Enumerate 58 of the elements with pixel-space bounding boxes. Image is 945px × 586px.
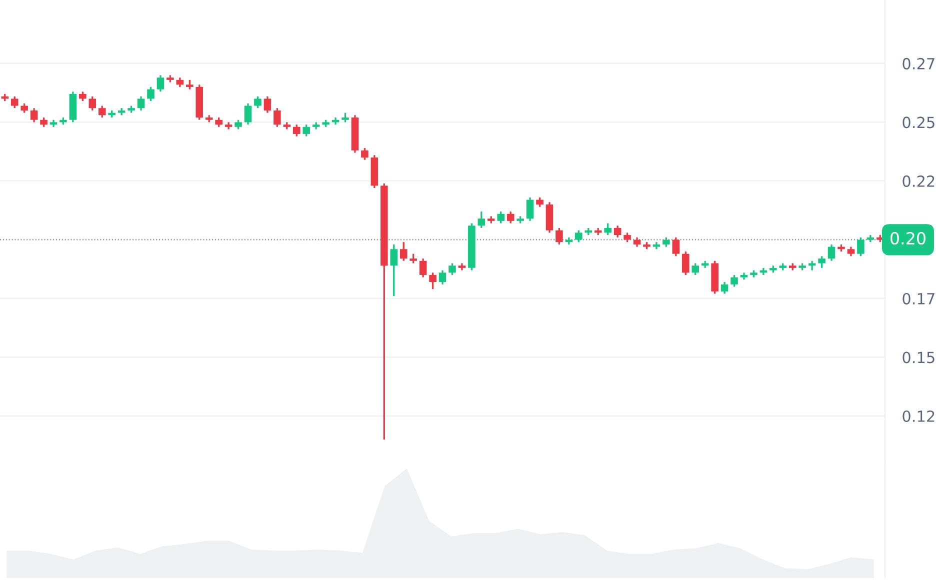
candlestick	[730, 274, 738, 288]
candlestick	[40, 116, 48, 128]
candlestick	[828, 244, 836, 262]
candlestick	[98, 104, 106, 118]
y-tick-label: 0.27	[902, 58, 934, 70]
candlestick	[400, 241, 408, 262]
candlestick	[672, 236, 680, 258]
candlestick	[847, 246, 855, 258]
candlestick	[478, 210, 486, 229]
candlestick	[147, 86, 154, 102]
candlestick	[506, 210, 514, 224]
candlestick	[448, 262, 456, 276]
candlestick	[536, 196, 544, 208]
y-tick-label: 0.15	[902, 352, 934, 364]
y-tick-label: 0.25	[902, 116, 934, 128]
candlestick	[156, 74, 164, 92]
candlestick	[662, 236, 670, 248]
candlestick	[176, 76, 184, 88]
candlestick	[497, 210, 504, 224]
candlestick	[604, 222, 612, 236]
candlestick	[857, 236, 864, 258]
candlestick	[215, 116, 222, 128]
candlestick	[526, 196, 534, 222]
y-tick-label: 0.12	[902, 410, 934, 422]
ref-line-label: 0.20	[890, 232, 926, 245]
candlestick	[720, 281, 728, 295]
candlestick	[88, 96, 96, 112]
candlestick	[244, 102, 252, 126]
y-tick-label: 0.22	[902, 175, 934, 187]
candlestick	[302, 124, 310, 138]
candlestick	[692, 262, 700, 276]
candlestick	[682, 250, 690, 276]
candlestick	[575, 229, 582, 243]
candlestick	[234, 119, 242, 130]
candlestick	[390, 244, 398, 297]
candlestick	[30, 107, 38, 124]
y-tick-label: 0.17	[902, 292, 934, 305]
candlestick	[342, 112, 349, 124]
candlestick	[410, 252, 417, 264]
candlestick	[419, 258, 427, 278]
candlestick	[186, 79, 194, 90]
candlestick	[633, 236, 641, 248]
candlestick	[292, 124, 300, 138]
candlestick	[79, 90, 86, 102]
candlestick	[429, 272, 436, 290]
candlestick	[264, 96, 272, 114]
candlestick	[137, 96, 145, 112]
candlestick	[10, 96, 18, 109]
candlestick	[438, 269, 446, 286]
candlestick	[556, 227, 563, 246]
candlestick	[808, 260, 816, 272]
candlestick	[818, 255, 826, 269]
candlestick	[361, 147, 368, 161]
candlestick	[20, 102, 28, 114]
candlestick	[614, 224, 622, 238]
candlestick	[624, 232, 631, 243]
candlestick	[254, 96, 262, 109]
candlestick	[274, 107, 281, 128]
